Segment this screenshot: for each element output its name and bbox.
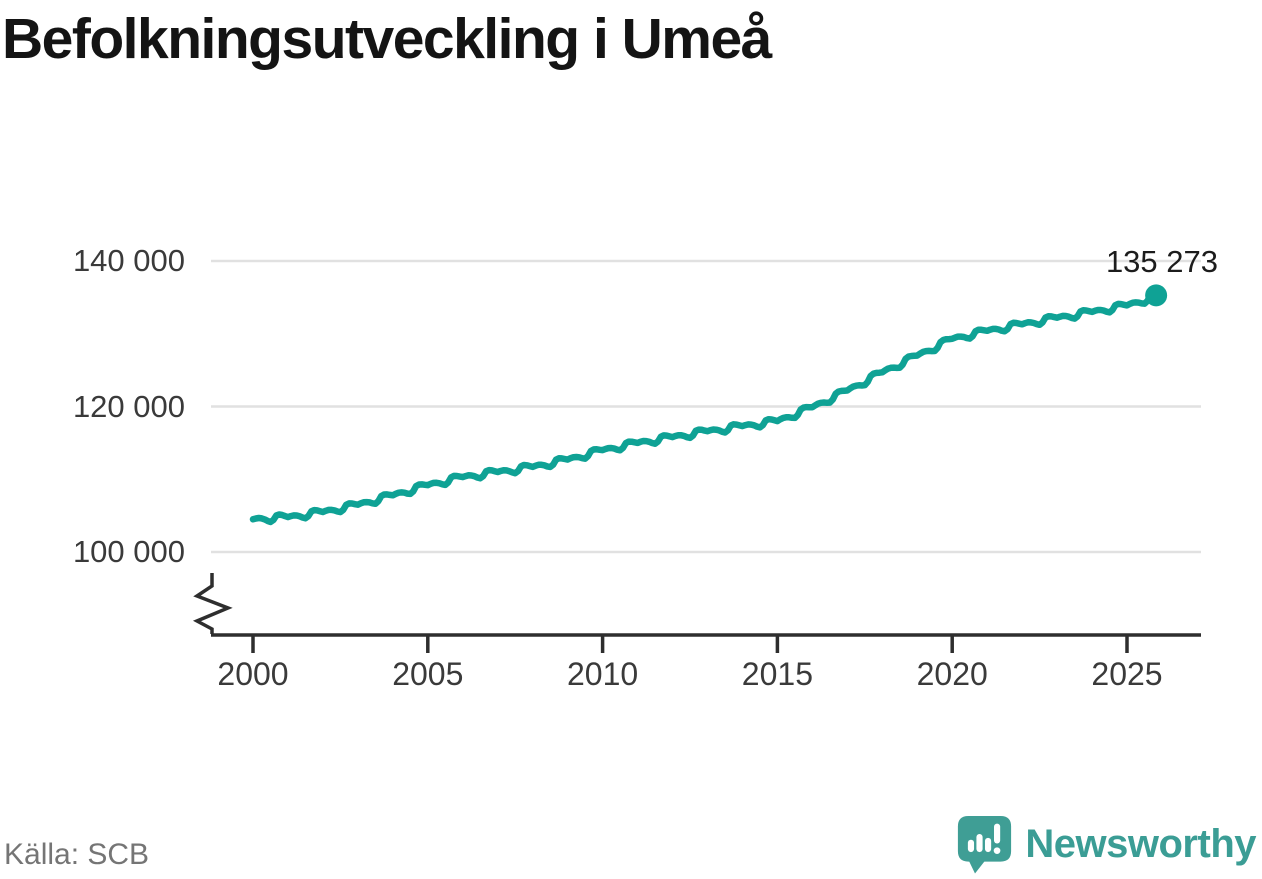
x-tick-label: 2015 (741, 656, 813, 692)
newsworthy-speech-bubble-chart-icon (958, 815, 1012, 874)
x-tick-label: 2000 (217, 656, 289, 692)
chart-title: Befolkningsutveckling i Umeå (2, 7, 772, 71)
latest-point-dot (1145, 284, 1168, 307)
y-tick-label: 120 000 (72, 388, 185, 424)
x-tick-label: 2025 (1091, 656, 1163, 692)
x-tick-label: 2010 (567, 656, 639, 692)
y-axis-break (192, 573, 233, 634)
population-line (249, 290, 1160, 526)
newsworthy-wordmark: Newsworthy (1025, 821, 1256, 866)
latest-value-label: 135 273 (1105, 244, 1218, 279)
y-tick-label: 140 000 (72, 243, 185, 278)
source-note: Källa: SCB (4, 838, 150, 871)
newsworthy-logo: Newsworthy (956, 814, 1256, 874)
y-tick-label: 100 000 (72, 534, 185, 569)
x-tick-label: 2005 (392, 656, 464, 692)
x-tick-label: 2020 (916, 656, 988, 692)
